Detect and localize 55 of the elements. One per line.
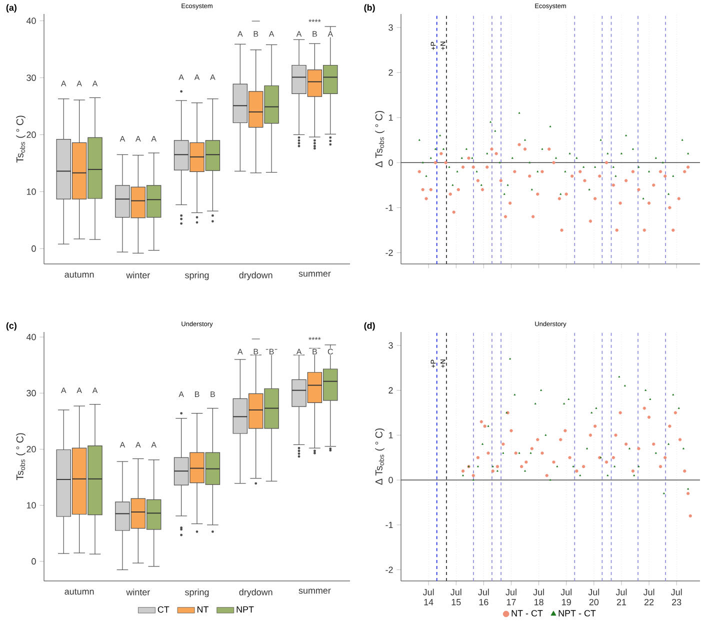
y-tick-label: 40	[26, 18, 36, 24]
y-tick-label: 0	[32, 558, 36, 565]
y-tick-label: 10	[26, 188, 36, 195]
text: (b)	[364, 4, 375, 13]
x-tick-label: autumn	[64, 588, 94, 595]
x-tick-label: winter	[126, 272, 150, 278]
legend-label: NT - CT	[512, 610, 543, 616]
y-tick-label: -1	[386, 204, 393, 211]
y-tick-label: 0	[32, 245, 36, 252]
y-axis-title: Ts$_{obs}$ ( ° C)	[16, 433, 26, 480]
legend-label: NT	[197, 606, 208, 613]
y-tick-label: 20	[26, 132, 36, 138]
y-tick-label: 40	[26, 334, 36, 340]
y-tick-label: -2	[386, 250, 393, 256]
x-tick-label: spring	[185, 588, 209, 598]
y-tick-label: 20	[26, 446, 36, 452]
y-tick-label: 3	[388, 342, 393, 349]
y-tick-label: 1	[388, 432, 393, 438]
x-tick-label: autumn	[64, 272, 94, 278]
x-tick-label: winter	[126, 588, 150, 596]
text: (d)	[364, 322, 375, 331]
legend-label: CT	[158, 606, 170, 613]
x-tick-label: Jul 19	[560, 588, 572, 606]
x-tick-label: Jul 21	[616, 588, 627, 606]
x-tick-label: Jul 23	[670, 588, 682, 606]
y-tick-label: 30	[26, 390, 36, 396]
legend-label: NPT	[236, 606, 254, 613]
y-axis-title: Ts$_{obs}$ ( ° C)	[16, 116, 26, 163]
x-tick-label: Jul 20	[588, 588, 600, 606]
x-tick-label: summer	[298, 588, 331, 594]
y-tick-label: 0	[388, 159, 393, 166]
y-tick-label: 30	[26, 74, 36, 81]
y-tick-label: 0	[388, 476, 393, 484]
x-tick-label: summer	[298, 272, 331, 277]
y-tick-label: 2	[388, 387, 393, 394]
x-tick-label: Jul 15	[450, 588, 462, 606]
y-tick-label: -2	[386, 566, 393, 573]
legend-label: NPT - CT	[558, 610, 596, 616]
x-tick-label: Jul 18	[533, 588, 544, 606]
x-tick-label: Jul 17	[506, 588, 516, 606]
y-axis-title: Δ Ts$_{obs}$ ( ° C)	[375, 428, 384, 485]
text: (c)	[6, 322, 16, 331]
x-tick-label: Jul 14	[422, 588, 434, 606]
x-tick-label: Jul 16	[478, 588, 489, 606]
x-tick-label: drydown	[239, 272, 272, 280]
y-axis-title: Δ Ts$_{obs}$ ( ° C)	[375, 110, 384, 168]
x-tick-label: Jul 22	[643, 588, 654, 606]
y-tick-label: -1	[386, 522, 393, 528]
x-tick-label: spring	[185, 272, 209, 280]
y-tick-label: 2	[388, 69, 393, 76]
y-tick-label: 1	[388, 114, 393, 121]
text: (a)	[6, 4, 16, 13]
y-tick-label: 10	[26, 502, 36, 508]
y-tick-label: 3	[388, 24, 393, 31]
x-tick-label: drydown	[239, 588, 272, 598]
